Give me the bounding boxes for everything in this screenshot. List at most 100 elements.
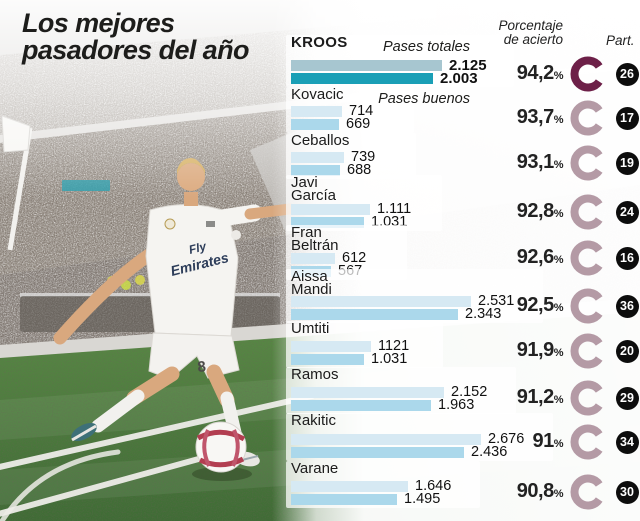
page-title: Los mejores pasadores del año: [22, 10, 249, 64]
percent-sign: %: [553, 159, 564, 171]
good-passes-bar: [291, 446, 464, 458]
good-passes-bar: [291, 164, 340, 176]
accuracy-value: 91,2%: [485, 385, 564, 412]
matches-badge: 19: [615, 151, 639, 175]
accuracy-donut: [570, 145, 603, 181]
good-passes-bar: [291, 399, 431, 411]
total-passes-value: 2.125: [449, 57, 487, 74]
accuracy-value: 91%: [485, 429, 563, 456]
matches-badge: 34: [615, 430, 639, 454]
percent-sign: %: [553, 347, 564, 359]
legend-total-passes: Pases totales: [382, 39, 470, 55]
total-passes-value: 714: [349, 103, 374, 119]
accuracy-donut: [570, 194, 603, 230]
player-row: KROOS 2.125 2.003: [286, 35, 514, 87]
good-passes-bar: [291, 493, 397, 505]
good-passes-value: 1.963: [438, 396, 475, 413]
accuracy-donut: [570, 240, 603, 276]
total-passes-value: 1.111: [377, 201, 412, 217]
percent-sign: %: [553, 254, 564, 266]
good-passes-bar: [291, 72, 433, 84]
total-passes-value: 739: [351, 149, 376, 165]
accuracy-number: 92,8: [516, 200, 554, 222]
player-name: Umtiti: [291, 321, 329, 335]
page-title-line2: pasadores del año: [22, 35, 249, 65]
accuracy-number: 91,9: [516, 339, 554, 361]
total-passes-value: 2.676: [488, 431, 525, 447]
player-name-line: Javi: [291, 174, 318, 191]
total-passes-bar: [291, 106, 342, 117]
total-passes-value: 2.152: [451, 384, 488, 400]
matches-badge: 36: [615, 294, 639, 318]
accuracy-donut: [570, 56, 603, 92]
total-passes-value: 612: [342, 250, 367, 266]
accuracy-number: 92,5: [516, 294, 554, 316]
total-passes-bar: [291, 204, 370, 215]
player-row: Javi García 1.111 1.031: [286, 175, 442, 231]
player-name: Varane: [291, 460, 339, 477]
good-passes-value: 2.436: [471, 443, 508, 460]
player-name-line: Rakitic: [291, 412, 337, 429]
player-row: Umtiti 1121 1.031: [286, 321, 443, 368]
accuracy-donut: [570, 424, 603, 460]
matches-badge: 16: [615, 246, 639, 270]
accuracy-number: 90,8: [516, 480, 554, 502]
accuracy-number: 94,2: [516, 62, 554, 84]
accuracy-number: 92,6: [516, 246, 554, 268]
accuracy-donut: [570, 333, 603, 369]
player-name: KROOS: [291, 34, 348, 51]
total-passes-value: 2.531: [478, 293, 515, 309]
player-name-line: Fran: [291, 224, 322, 241]
player-row: Kovacic 714 669: [286, 87, 414, 133]
percent-sign: %: [553, 208, 564, 220]
accuracy-donut: [570, 100, 603, 136]
column-header-accuracy: Porcentaje de acierto: [420, 19, 563, 47]
player-name-line: KROOS: [291, 34, 348, 51]
matches-badge: 29: [615, 386, 639, 410]
accuracy-value: 91,9%: [485, 338, 564, 365]
matches-badge: 26: [615, 62, 639, 86]
total-passes-bar: [291, 253, 335, 264]
accuracy-donut: [570, 288, 603, 324]
matches-badge: 17: [615, 106, 639, 130]
player-name: Aissa Mandi: [291, 268, 332, 296]
accuracy-value: 94,2%: [485, 61, 564, 88]
player-name: Javi García: [291, 174, 336, 202]
accuracy-donut: [570, 474, 603, 510]
accuracy-value: 92,5%: [485, 293, 564, 320]
accuracy-donut: [570, 380, 603, 416]
player-name-line: Beltrán: [291, 236, 339, 254]
player-name-line: Aissa: [291, 268, 328, 285]
good-passes-bar: [291, 353, 364, 365]
player-row: Ramos 2.152 1.963: [286, 367, 516, 414]
total-passes-value: 1.646: [415, 478, 452, 494]
total-passes-bar: [291, 296, 471, 307]
total-passes-bar: [291, 481, 408, 492]
percent-sign: %: [553, 114, 564, 126]
matches-badge: 20: [615, 339, 639, 363]
total-passes-bar: [291, 60, 442, 71]
player-name-line: Ceballos: [291, 132, 350, 149]
player-name-line: Varane: [291, 460, 339, 477]
percent-sign: %: [553, 394, 564, 406]
accuracy-number: 91,2: [516, 386, 554, 408]
percent-sign: %: [553, 302, 564, 314]
column-header-participation: Part.: [606, 33, 635, 48]
player-row: Rakitic 2.676 2.436: [286, 413, 553, 461]
accuracy-value: 93,1%: [485, 150, 564, 177]
player-name: Fran Beltrán: [291, 224, 339, 254]
matches-badge: 30: [615, 480, 639, 504]
player-name: Kovacic: [291, 87, 344, 101]
legend-good-passes: Pases buenos: [378, 91, 470, 107]
percent-sign: %: [553, 488, 564, 500]
column-header-accuracy-line1: Porcentaje: [498, 18, 563, 33]
player-row: Ceballos 739 688: [286, 133, 416, 179]
accuracy-number: 91: [532, 430, 554, 452]
good-passes-value: 669: [346, 115, 371, 132]
player-row: Varane 1.646 1.495: [286, 461, 480, 508]
good-passes-value: 2.003: [440, 69, 478, 87]
good-passes-value: 1.495: [404, 490, 441, 507]
accuracy-number: 93,7: [516, 106, 554, 128]
total-passes-bar: [291, 152, 344, 163]
